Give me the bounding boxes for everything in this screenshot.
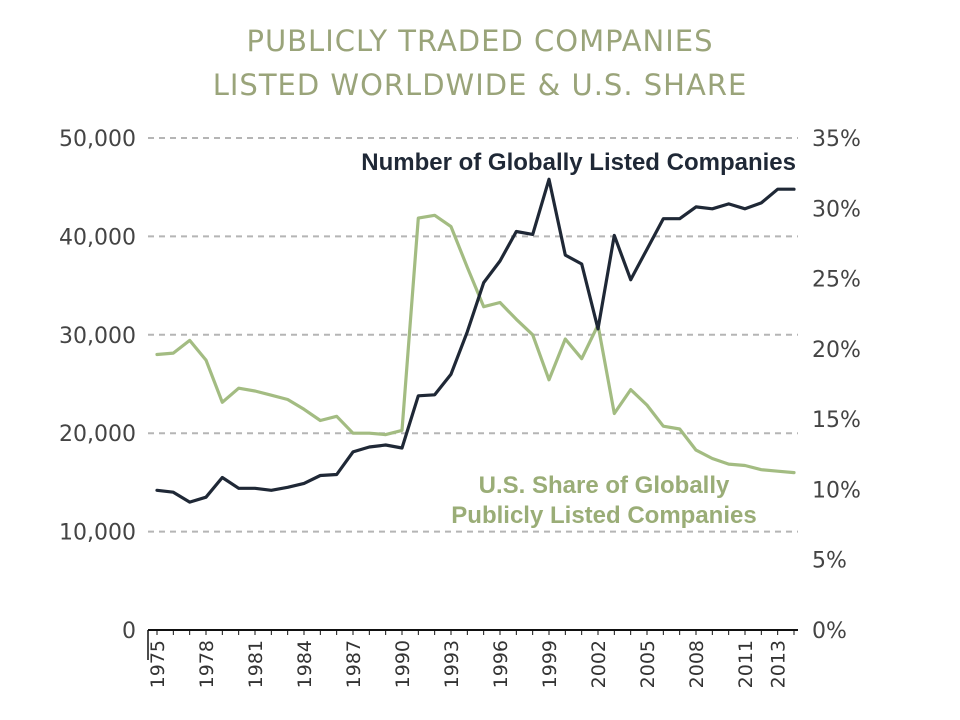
x-axis-tick-label: 1981 bbox=[245, 640, 267, 688]
x-axis-tick-label: 1978 bbox=[196, 640, 218, 688]
series-line-us-share bbox=[155, 213, 796, 475]
left-axis-tick-label: 30,000 bbox=[59, 324, 136, 349]
x-axis-tick-label: 1984 bbox=[294, 640, 316, 688]
right-axis-tick-label: 35% bbox=[812, 127, 861, 152]
x-axis-tick-label: 2002 bbox=[588, 640, 610, 688]
x-axis-tick-label: 2008 bbox=[686, 640, 708, 688]
right-axis-tick-label: 30% bbox=[812, 197, 861, 222]
right-axis-tick-label: 15% bbox=[812, 408, 861, 433]
series-lines bbox=[155, 177, 796, 504]
chart-title-line-2: LISTED WORLDWIDE & U.S. SHARE bbox=[212, 68, 748, 102]
series-line-listed-companies bbox=[155, 177, 796, 504]
x-axis-tick-label: 2013 bbox=[768, 640, 790, 688]
left-axis-tick-label: 10,000 bbox=[59, 521, 136, 546]
left-axis-tick-label: 20,000 bbox=[59, 422, 136, 447]
right-axis-tick-label: 25% bbox=[812, 268, 861, 293]
series-label-us-share-line-2: Publicly Listed Companies bbox=[451, 502, 756, 529]
left-axis-tick-label: 0 bbox=[122, 619, 136, 644]
grid-lines bbox=[148, 137, 798, 533]
x-axis-tick-label: 1993 bbox=[441, 640, 463, 688]
right-axis-tick-label: 10% bbox=[812, 478, 861, 503]
right-axis-tick-label: 20% bbox=[812, 338, 861, 363]
x-axis-tick-label: 1990 bbox=[392, 640, 414, 688]
x-axis-tick-label: 1987 bbox=[343, 640, 365, 688]
right-axis-tick-labels: 0% 5% 10% 15% 20% 25% 30% 35% bbox=[812, 127, 861, 644]
right-axis-tick-label: 5% bbox=[812, 549, 847, 574]
series-label-listed-companies: Number of Globally Listed Companies bbox=[361, 149, 796, 176]
x-axis-tick-label: 1975 bbox=[147, 640, 169, 688]
x-axis-tick-label: 2005 bbox=[637, 640, 659, 688]
x-axis-tick-label: 2011 bbox=[735, 640, 757, 688]
x-axis-tick-label: 1996 bbox=[490, 640, 512, 688]
left-axis-tick-label: 50,000 bbox=[59, 127, 136, 152]
left-axis-tick-label: 40,000 bbox=[59, 225, 136, 250]
right-axis-tick-label: 0% bbox=[812, 619, 847, 644]
chart-title-line-1: PUBLICLY TRADED COMPANIES bbox=[246, 24, 714, 58]
series-label-us-share-line-1: U.S. Share of Globally bbox=[479, 472, 730, 499]
x-axis-tick-label: 1999 bbox=[539, 640, 561, 688]
x-axis: 1975 1978 1981 1984 1987 1990 1993 1996 1999 2002… bbox=[147, 629, 798, 688]
left-axis-tick-labels: 0 10,000 20,000 30,000 40,000 50,000 bbox=[59, 127, 136, 644]
